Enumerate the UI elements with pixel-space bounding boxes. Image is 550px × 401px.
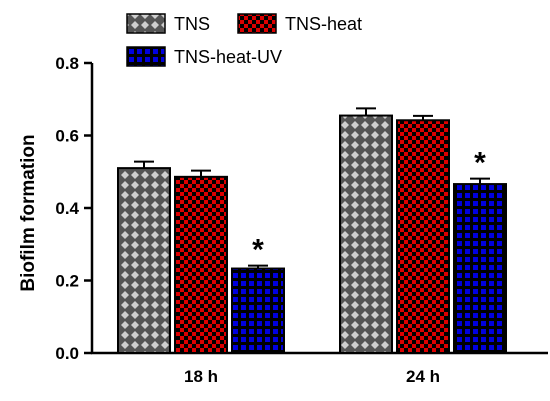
y-axis-title: Biofilm formation [18, 134, 39, 291]
x-tick-label: 18 h [184, 367, 218, 386]
legend-swatch [237, 13, 277, 34]
y-tick-label: 0.6 [55, 127, 79, 146]
legend-label: TNS-heat [285, 14, 362, 34]
legend-label: TNS [174, 14, 210, 34]
y-tick-label: 0.2 [55, 272, 79, 291]
bar [117, 167, 171, 354]
bar [339, 114, 393, 354]
legend-label: TNS-heat-UV [174, 47, 282, 67]
x-tick-label: 24 h [406, 367, 440, 386]
bar [453, 183, 507, 354]
bars: * 18 h * 24 h [117, 107, 507, 386]
y-tick-label: 0.0 [55, 344, 79, 363]
y-tick-label: 0.4 [55, 199, 79, 218]
legend-swatch [126, 46, 166, 67]
significance-star: * [474, 147, 486, 180]
bar [174, 175, 228, 354]
y-tick-label: 0.8 [55, 54, 79, 73]
bar [231, 267, 285, 355]
significance-star: * [252, 234, 264, 267]
legend-swatch [126, 13, 166, 34]
bar [396, 119, 450, 355]
